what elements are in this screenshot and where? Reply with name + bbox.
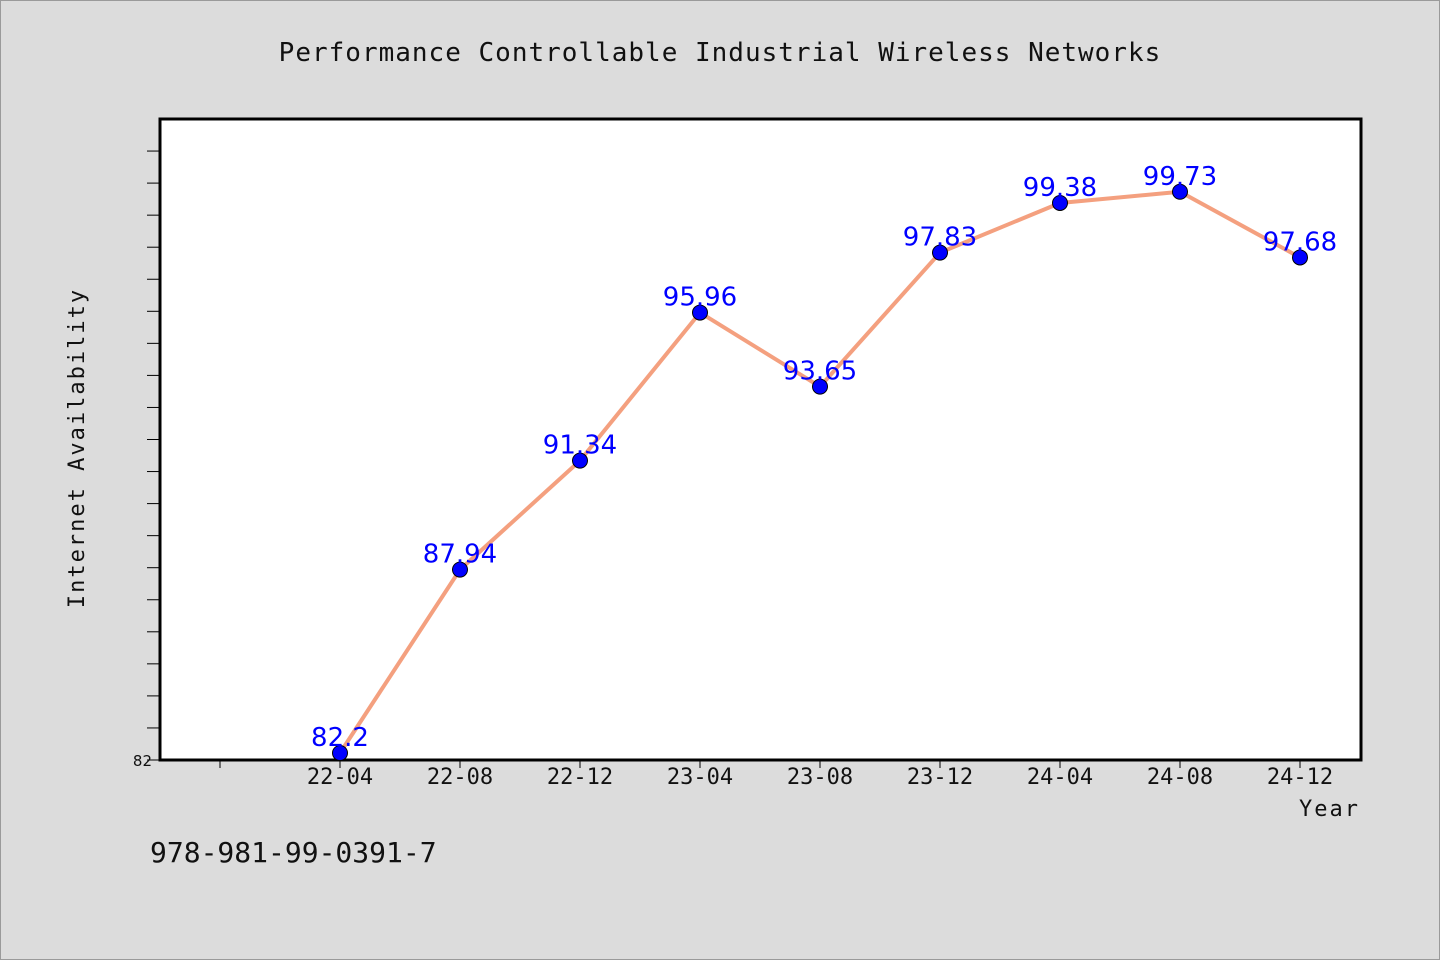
series-line-group: 82.2 87.94 91.34 95.96 93.65 97.83 99.38 99.73 9… (311, 162, 1337, 761)
y-tick-label: 82 (133, 752, 152, 770)
data-point (332, 745, 348, 761)
data-point (1292, 249, 1308, 266)
y-axis-ticks: 82 (133, 150, 160, 770)
data-label: 99.73 (1143, 162, 1217, 192)
x-tick-label: 24-08 (1147, 765, 1213, 790)
x-tick-label: 22-12 (547, 765, 613, 790)
data-point (452, 561, 468, 578)
chart-title: Performance Controllable Industrial Wire… (279, 38, 1162, 68)
x-tick-label: 24-12 (1267, 765, 1333, 790)
data-label: 97.68 (1263, 227, 1337, 257)
data-label: 87.94 (423, 540, 497, 570)
x-axis-label: Year (1299, 797, 1360, 822)
data-point (692, 304, 708, 321)
data-point (1052, 194, 1068, 211)
x-tick-label: 22-04 (307, 765, 373, 790)
isbn-text: 978-981-99-0391-7 (150, 836, 437, 869)
x-tick-label: 23-12 (907, 765, 973, 790)
y-axis-label: Internet Availability (65, 288, 90, 608)
data-point (572, 452, 588, 469)
plot-area (158, 117, 1363, 762)
x-tick-label: 22-08 (427, 765, 493, 790)
data-label: 93.65 (783, 357, 857, 387)
data-label: 99.38 (1023, 173, 1097, 203)
data-label: 91.34 (543, 431, 617, 461)
x-tick-label: 23-08 (787, 765, 853, 790)
x-tick-label: 24-04 (1027, 765, 1093, 790)
data-label: 97.83 (903, 223, 977, 253)
x-tick-label: 23-04 (667, 765, 733, 790)
data-label: 82.2 (311, 723, 369, 753)
data-point (812, 378, 828, 395)
data-label: 95.96 (663, 283, 737, 313)
x-axis-ticks: 22-04 22-08 22-12 23-04 23-08 23-12 24-04 24-08… (219, 760, 1333, 790)
data-point (932, 244, 948, 261)
data-point (1172, 183, 1188, 200)
